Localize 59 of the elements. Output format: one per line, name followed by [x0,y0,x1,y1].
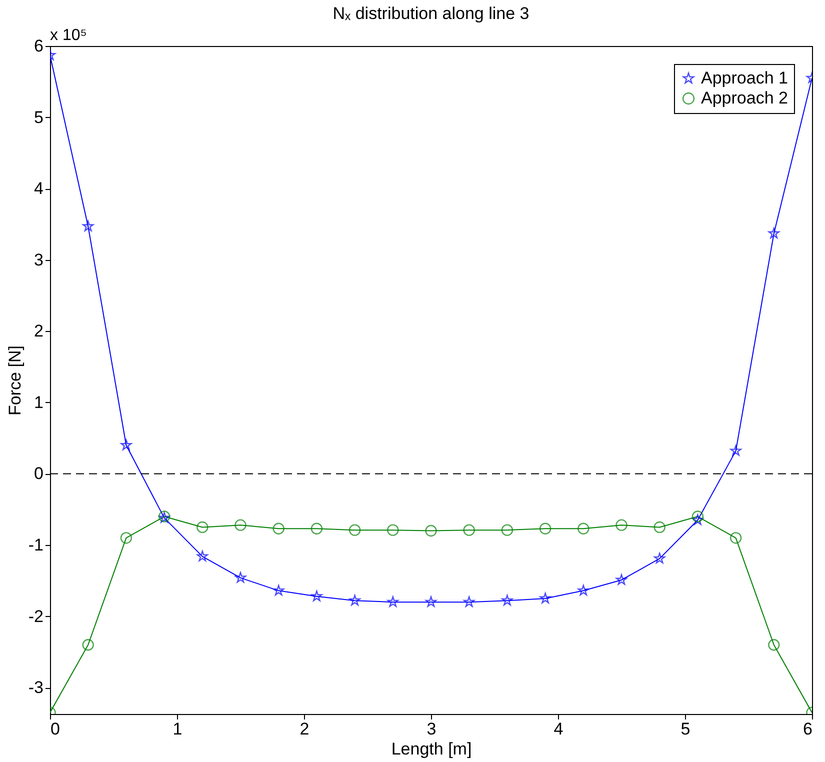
point [234,519,246,531]
legend-label: Approach 2 [701,88,788,108]
point [387,524,399,536]
point [348,524,361,536]
point [616,519,628,531]
x-tick-label: 5 [680,720,690,738]
y-tick-label: -2 [28,606,44,626]
point [768,228,780,238]
point [730,445,742,456]
point [120,532,132,544]
point [692,510,704,522]
point [349,594,360,606]
point [730,532,742,544]
y-tick-label: 3 [34,250,44,270]
x-tick-label: 0 [50,720,60,738]
y-tick-label: -3 [28,678,44,698]
point [539,522,552,534]
x-tick-label: 1 [172,720,182,738]
y-tick-label: 0 [34,464,44,484]
chart-title: Nₓ distribution along line 3 [332,4,530,23]
point [196,550,208,562]
point [463,524,475,536]
point [82,639,94,651]
point [273,584,284,596]
y-tick-label: -1 [28,536,44,555]
point [540,592,551,604]
point [654,552,666,564]
y-tick-label: 2 [34,322,44,341]
point [387,596,398,607]
point [502,594,513,606]
legend-label: Approach 1 [701,68,788,88]
point [234,572,246,583]
point [425,524,437,537]
x-tick-label: 4 [554,720,564,738]
x-tick-label: 2 [300,720,310,738]
point [692,514,704,525]
point [272,522,284,534]
y-tick-label: 1 [34,392,44,412]
text: x 10⁵ [50,27,87,44]
point [501,524,514,536]
point [768,639,780,651]
point [120,439,132,450]
point [464,596,475,607]
point [82,220,94,232]
point [654,521,666,534]
x-axis-title: Length [m] [391,740,472,758]
y-tick-label: 6 [34,36,44,56]
point [311,590,322,602]
x-tick-label: 3 [426,720,436,738]
x-tick-label: 6 [803,720,812,738]
point [196,521,208,534]
point [425,596,437,607]
point [310,522,323,534]
point [616,574,628,585]
point [578,522,590,534]
point [578,584,589,596]
y-axis-title: Force [N] [5,346,24,416]
y-tick-label: 5 [34,108,44,127]
y-tick-label: 4 [34,179,44,198]
